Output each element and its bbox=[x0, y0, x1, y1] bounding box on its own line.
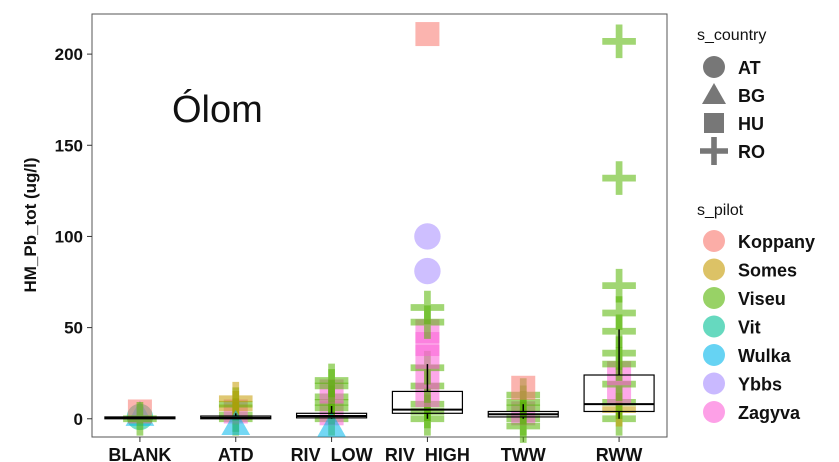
legend-pilot-label: Viseu bbox=[738, 289, 786, 309]
legend-country: s_country AT BG HU RO bbox=[697, 27, 766, 165]
y-tick-label: 0 bbox=[74, 410, 83, 429]
x-tick-label: RIV_LOW bbox=[291, 445, 373, 462]
legend-pilot-key bbox=[703, 401, 725, 423]
y-tick-label: 200 bbox=[55, 45, 83, 64]
x-tick-label: RIV_HIGH bbox=[385, 445, 470, 462]
legend-pilot-label: Ybbs bbox=[738, 375, 782, 395]
legend-country-label: BG bbox=[738, 86, 765, 106]
legend-pilot-key bbox=[703, 287, 725, 309]
legend-country-key bbox=[702, 83, 726, 104]
data-point bbox=[511, 375, 536, 400]
x-axis: BLANK ATD RIV_LOW RIV_HIGH TWW RWW bbox=[108, 437, 642, 462]
legend-pilot-key bbox=[703, 344, 725, 366]
data-point bbox=[414, 257, 441, 285]
y-axis-title: HM_Pb_tot (ug/l) bbox=[21, 157, 40, 292]
legend-country-label: HU bbox=[738, 114, 764, 134]
data-point bbox=[602, 268, 636, 303]
legend-pilot-key bbox=[703, 258, 725, 281]
data-point bbox=[415, 22, 440, 47]
data-point bbox=[317, 411, 346, 437]
legend-country-key bbox=[703, 56, 725, 78]
y-tick-label: 150 bbox=[55, 136, 83, 155]
boxes-layer bbox=[104, 329, 655, 420]
legend-country-title: s_country bbox=[697, 27, 766, 44]
x-tick-label: RWW bbox=[596, 445, 643, 462]
x-tick-label: ATD bbox=[218, 445, 254, 462]
box bbox=[583, 374, 655, 413]
x-tick-label: TWW bbox=[501, 445, 546, 462]
data-point bbox=[602, 161, 636, 195]
legend-country-key bbox=[704, 113, 724, 133]
legend-pilot-key bbox=[703, 372, 725, 395]
data-point bbox=[602, 24, 636, 59]
legend-country-label: RO bbox=[738, 142, 765, 162]
x-tick-label: BLANK bbox=[108, 445, 171, 462]
legend-pilot-label: Wulka bbox=[738, 346, 792, 366]
y-tick-label: 100 bbox=[55, 227, 83, 246]
legend-pilot: s_pilot Koppany Somes Viseu Vit Wulka Ybbs Zag… bbox=[697, 202, 815, 423]
box bbox=[391, 390, 464, 414]
legend-pilot-title: s_pilot bbox=[697, 202, 744, 219]
legend-country-label: AT bbox=[738, 58, 761, 78]
data-point bbox=[221, 409, 251, 436]
chart-annotation: Ólom bbox=[172, 88, 263, 131]
legend-pilot-key bbox=[703, 315, 725, 338]
data-point bbox=[414, 223, 441, 250]
legend-pilot-label: Vit bbox=[738, 318, 761, 338]
legend-pilot-key bbox=[703, 230, 725, 252]
legend-pilot-label: Zagyva bbox=[738, 403, 801, 423]
y-tick-label: 50 bbox=[64, 319, 83, 338]
panel-background bbox=[91, 13, 668, 438]
legend-pilot-label: Somes bbox=[738, 261, 797, 281]
y-axis: 0 50 100 150 200 bbox=[55, 45, 92, 429]
legend-country-key bbox=[700, 137, 728, 165]
legend-pilot-label: Koppany bbox=[738, 232, 815, 252]
data-point bbox=[314, 363, 349, 398]
data-point bbox=[410, 290, 445, 325]
